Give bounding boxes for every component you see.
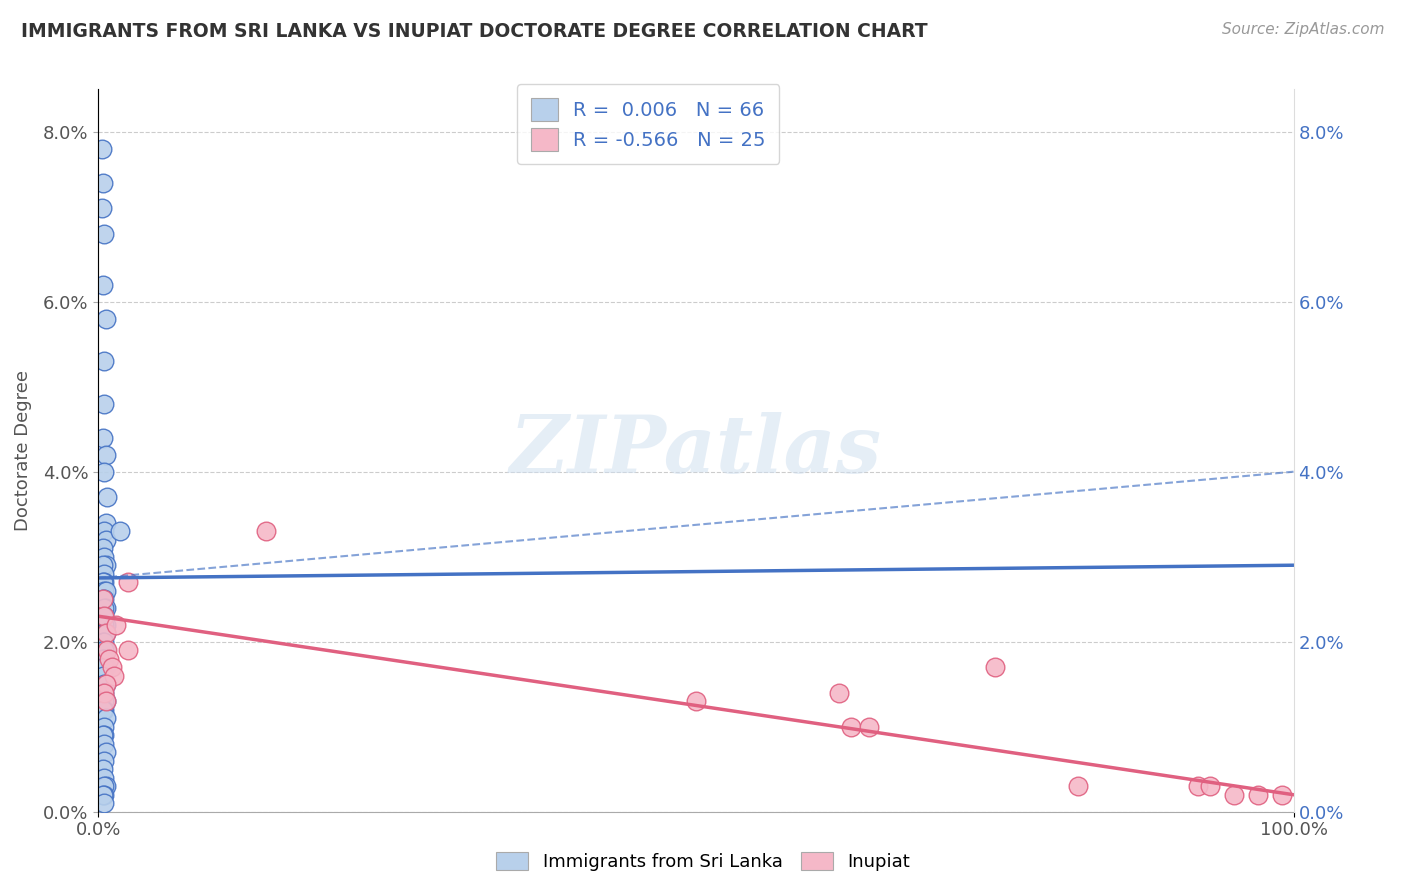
Point <box>93 771 115 785</box>
Point <box>91 592 114 607</box>
Point <box>93 686 115 700</box>
Point <box>93 796 115 810</box>
Point <box>93 703 115 717</box>
Point <box>91 762 114 776</box>
Point <box>91 651 114 665</box>
Point <box>91 634 114 648</box>
Point <box>91 142 114 156</box>
Point <box>93 549 115 564</box>
Point <box>93 227 115 241</box>
Point <box>91 277 114 292</box>
Point <box>117 643 139 657</box>
Point <box>93 720 115 734</box>
Point <box>94 711 117 725</box>
Point <box>91 558 114 573</box>
Point <box>93 788 115 802</box>
Text: ZIPatlas: ZIPatlas <box>510 412 882 489</box>
Point <box>94 694 117 708</box>
Point <box>93 779 115 793</box>
Point <box>117 575 139 590</box>
Text: IMMIGRANTS FROM SRI LANKA VS INUPIAT DOCTORATE DEGREE CORRELATION CHART: IMMIGRANTS FROM SRI LANKA VS INUPIAT DOC… <box>21 22 928 41</box>
Point <box>91 686 114 700</box>
Point <box>93 592 115 607</box>
Point <box>93 626 115 640</box>
Point <box>93 643 115 657</box>
Point <box>94 677 117 691</box>
Point <box>93 634 115 648</box>
Point <box>93 566 115 581</box>
Point <box>94 533 117 547</box>
Point <box>93 575 115 590</box>
Point <box>94 643 117 657</box>
Text: Source: ZipAtlas.com: Source: ZipAtlas.com <box>1222 22 1385 37</box>
Legend: R =  0.006   N = 66, R = -0.566   N = 25: R = 0.006 N = 66, R = -0.566 N = 25 <box>517 85 779 164</box>
Point <box>93 686 115 700</box>
Point <box>94 660 117 674</box>
Point <box>94 626 117 640</box>
Point <box>94 617 117 632</box>
Point <box>91 575 114 590</box>
Point <box>91 669 114 683</box>
Point <box>254 524 277 539</box>
Point <box>93 660 115 674</box>
Point <box>93 354 115 368</box>
Point <box>91 541 114 556</box>
Point <box>91 703 114 717</box>
Point <box>94 626 117 640</box>
Point <box>93 609 115 624</box>
Point <box>94 448 117 462</box>
Point <box>98 651 121 665</box>
Point <box>94 677 117 691</box>
Legend: Immigrants from Sri Lanka, Inupiat: Immigrants from Sri Lanka, Inupiat <box>488 845 918 879</box>
Point <box>1271 788 1294 802</box>
Point <box>93 583 115 598</box>
Point <box>91 431 114 445</box>
Point <box>93 524 115 539</box>
Point <box>100 660 122 674</box>
Point <box>1223 788 1246 802</box>
Point <box>96 490 118 504</box>
Point <box>91 176 114 190</box>
Point <box>91 728 114 742</box>
Point <box>1247 788 1270 802</box>
Point <box>93 754 115 768</box>
Point <box>94 779 117 793</box>
Point <box>91 592 114 607</box>
Point <box>93 737 115 751</box>
Point <box>91 788 114 802</box>
Point <box>94 558 117 573</box>
Point <box>103 669 125 683</box>
Point <box>828 686 851 700</box>
Point <box>94 583 117 598</box>
Point <box>94 694 117 708</box>
Point <box>93 728 115 742</box>
Point <box>96 643 118 657</box>
Point <box>93 465 115 479</box>
Point <box>93 609 115 624</box>
Point <box>984 660 1007 674</box>
Point <box>93 677 115 691</box>
Point <box>94 600 117 615</box>
Point <box>91 609 114 624</box>
Point <box>1199 779 1222 793</box>
Point <box>94 516 117 530</box>
Point <box>108 524 131 539</box>
Point <box>93 694 115 708</box>
Point <box>91 201 114 215</box>
Point <box>93 600 115 615</box>
Point <box>94 745 117 759</box>
Y-axis label: Doctorate Degree: Doctorate Degree <box>14 370 32 531</box>
Point <box>93 397 115 411</box>
Point <box>94 311 117 326</box>
Point <box>93 617 115 632</box>
Point <box>858 720 880 734</box>
Point <box>1067 779 1090 793</box>
Point <box>105 617 128 632</box>
Point <box>841 720 863 734</box>
Point <box>1187 779 1209 793</box>
Point <box>685 694 707 708</box>
Point <box>93 651 115 665</box>
